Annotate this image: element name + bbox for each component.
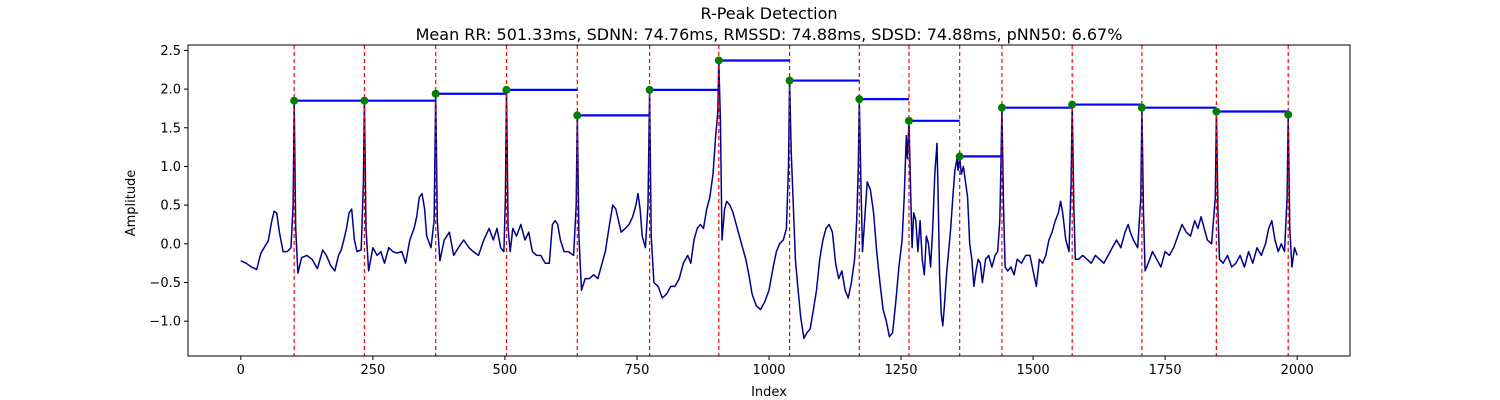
peak-marker (714, 56, 723, 65)
x-tick-label: 1750 (1149, 363, 1182, 378)
peak-marker (955, 152, 964, 161)
x-tick-label: 0 (237, 363, 245, 378)
peak-marker (1137, 103, 1146, 112)
x-tick-label: 1500 (1017, 363, 1050, 378)
peak-marker (785, 76, 794, 85)
x-tick-label: 1000 (752, 363, 785, 378)
peak-marker (1068, 100, 1077, 109)
x-tick-label: 250 (360, 363, 385, 378)
peak-marker (855, 95, 864, 104)
plot-content (240, 45, 1298, 356)
y-tick-label: 2.0 (160, 83, 181, 98)
peak-marker (502, 85, 511, 94)
x-axis-label: Index (751, 385, 787, 400)
peak-marker (573, 111, 582, 120)
x-tick-label: 500 (492, 363, 517, 378)
y-tick-label: 0.5 (160, 199, 181, 214)
peak-marker (645, 85, 654, 94)
plot-area: 0 250 500 750 1000 1250 1500 1750 2000 −1.0 −0.5 0.… (149, 44, 1351, 378)
peak-marker (997, 103, 1006, 112)
peak-marker (360, 96, 369, 105)
peak-marker (1284, 110, 1293, 119)
y-tick-label: 2.5 (160, 44, 181, 59)
y-tick-label: 1.0 (160, 160, 181, 175)
y-tick-label: 1.5 (160, 121, 181, 136)
x-tick-label: 1250 (884, 363, 917, 378)
y-tick-label: −1.0 (149, 315, 181, 330)
y-tick-label: 0.0 (160, 237, 181, 252)
peak-marker (1212, 107, 1221, 116)
x-tick-label: 750 (625, 363, 650, 378)
peak-marker (431, 89, 440, 98)
x-tick-label: 2000 (1281, 363, 1314, 378)
chart-title: R-Peak Detection (700, 4, 837, 23)
chart-subtitle: Mean RR: 501.33ms, SDNN: 74.76ms, RMSSD:… (416, 25, 1123, 44)
peak-marker (290, 96, 299, 105)
y-axis-label: Amplitude (124, 170, 139, 237)
y-tick-label: −0.5 (149, 276, 181, 291)
peak-marker (904, 116, 913, 125)
